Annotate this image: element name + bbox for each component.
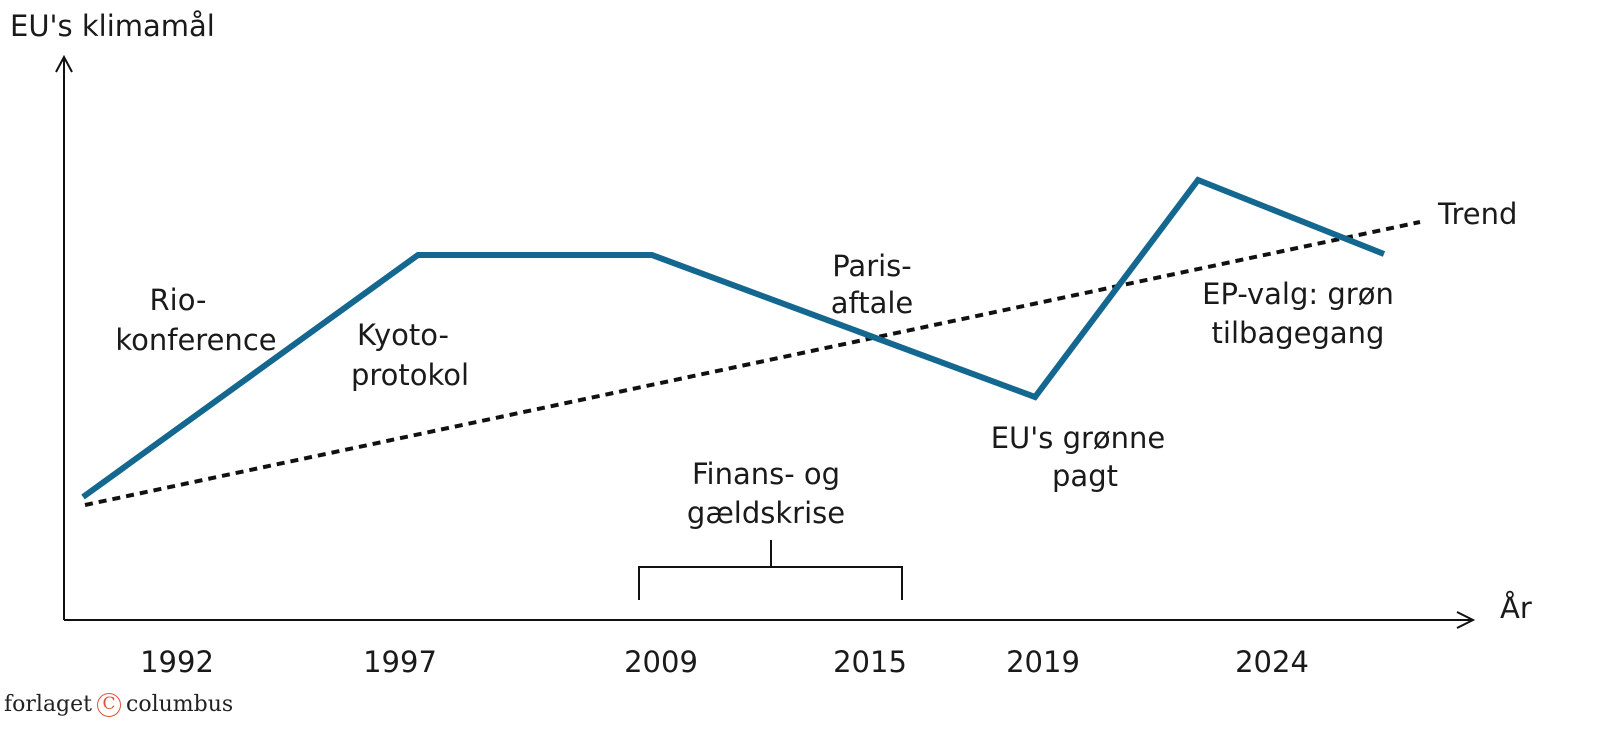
year-label: 1997 [363, 645, 437, 679]
event-paris-line1: Paris- [832, 249, 912, 283]
event-rio-line1: Rio- [150, 283, 207, 317]
year-label: 2015 [833, 645, 907, 679]
event-kyoto-line2: protokol [351, 358, 469, 392]
event-green-deal-line1: EU's grønne [991, 421, 1166, 455]
event-rio-line2: konference [115, 323, 276, 357]
year-label: 2009 [624, 645, 698, 679]
logo-text-right: columbus [126, 692, 234, 717]
event-ep-election-line1: EP-valg: grøn [1202, 277, 1394, 311]
year-label: 2024 [1235, 645, 1309, 679]
year-label: 2019 [1006, 645, 1080, 679]
event-green-deal-line2: pagt [1052, 459, 1118, 493]
event-ep-election-line2: tilbagegang [1212, 316, 1385, 350]
logo-mark-icon: C [97, 692, 121, 717]
event-kyoto-line1: Kyoto- [357, 318, 449, 352]
event-paris-line2: aftale [831, 286, 914, 320]
climate-goal-line [81, 176, 1386, 500]
x-axis-label: År [1500, 591, 1532, 625]
trend-label: Trend [1437, 197, 1517, 231]
year-label: 1992 [140, 645, 214, 679]
y-axis-arrow [55, 54, 73, 73]
publisher-logo: forlaget C columbus [4, 692, 233, 717]
crisis-bracket [638, 540, 903, 600]
x-axis-arrow [1456, 611, 1476, 629]
y-axis-label: EU's klimamål [10, 9, 215, 43]
event-crisis-line2: gældskrise [687, 496, 845, 530]
trend-line [84, 220, 1421, 507]
event-crisis-line1: Finans- og [692, 457, 840, 491]
logo-text-left: forlaget [4, 692, 92, 717]
